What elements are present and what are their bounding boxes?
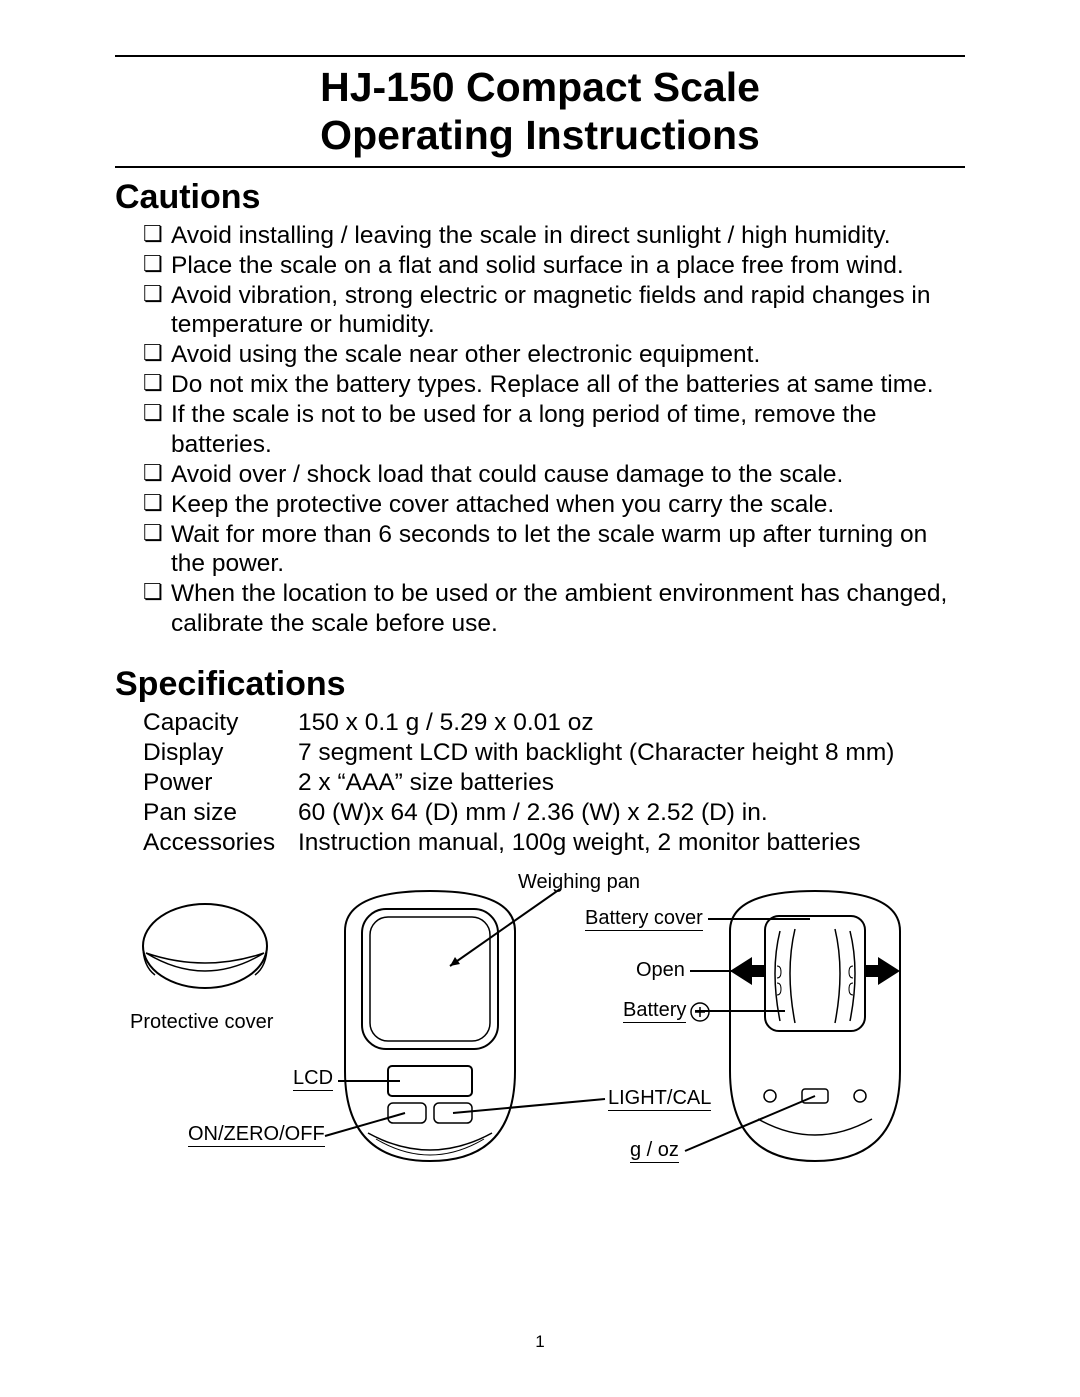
spec-key: Accessories — [143, 828, 298, 858]
top-rule — [115, 55, 965, 57]
spec-val: 60 (W)x 64 (D) mm / 2.36 (W) x 2.52 (D) … — [298, 798, 894, 828]
spec-val: 150 x 0.1 g / 5.29 x 0.01 oz — [298, 708, 894, 738]
caution-item: Do not mix the battery types. Replace al… — [143, 370, 965, 400]
doc-title-line1: HJ-150 Compact Scale — [115, 63, 965, 111]
spec-key: Power — [143, 768, 298, 798]
table-row: Capacity150 x 0.1 g / 5.29 x 0.01 oz — [143, 708, 894, 738]
spec-val: Instruction manual, 100g weight, 2 monit… — [298, 828, 894, 858]
caution-item: Place the scale on a flat and solid surf… — [143, 251, 965, 281]
doc-title-line2: Operating Instructions — [115, 111, 965, 159]
label-g-oz: g / oz — [630, 1139, 679, 1163]
cautions-list: Avoid installing / leaving the scale in … — [115, 221, 965, 639]
table-row: AccessoriesInstruction manual, 100g weig… — [143, 828, 894, 858]
table-row: Display7 segment LCD with backlight (Cha… — [143, 738, 894, 768]
spec-val: 7 segment LCD with backlight (Character … — [298, 738, 894, 768]
label-light-cal: LIGHT/CAL — [608, 1087, 711, 1111]
spec-key: Display — [143, 738, 298, 768]
label-protective-cover: Protective cover — [130, 1011, 273, 1033]
device-diagram: Weighing pan Battery cover Open Battery … — [130, 871, 950, 1191]
label-open: Open — [636, 959, 685, 981]
specs-table: Capacity150 x 0.1 g / 5.29 x 0.01 oz Dis… — [143, 708, 894, 857]
table-row: Pan size60 (W)x 64 (D) mm / 2.36 (W) x 2… — [143, 798, 894, 828]
label-on-zero-off: ON/ZERO/OFF — [188, 1123, 325, 1147]
caution-item: Keep the protective cover attached when … — [143, 490, 965, 520]
spec-key: Pan size — [143, 798, 298, 828]
spec-key: Capacity — [143, 708, 298, 738]
caution-item: Avoid vibration, strong electric or magn… — [143, 281, 965, 341]
label-lcd: LCD — [293, 1067, 333, 1091]
page-number: 1 — [0, 1332, 1080, 1352]
caution-item: Avoid using the scale near other electro… — [143, 340, 965, 370]
caution-item: Wait for more than 6 seconds to let the … — [143, 520, 965, 580]
table-row: Power2 x “AAA” size batteries — [143, 768, 894, 798]
label-battery-cover: Battery cover — [585, 907, 703, 931]
label-battery: Battery — [623, 999, 686, 1023]
caution-item: If the scale is not to be used for a lon… — [143, 400, 965, 460]
label-weighing-pan: Weighing pan — [518, 871, 640, 893]
caution-item: Avoid installing / leaving the scale in … — [143, 221, 965, 251]
heading-specifications: Specifications — [115, 665, 965, 704]
caution-item: Avoid over / shock load that could cause… — [143, 460, 965, 490]
caution-item: When the location to be used or the ambi… — [143, 579, 965, 639]
heading-cautions: Cautions — [115, 178, 965, 217]
title-block: HJ-150 Compact Scale Operating Instructi… — [115, 61, 965, 168]
spec-val: 2 x “AAA” size batteries — [298, 768, 894, 798]
